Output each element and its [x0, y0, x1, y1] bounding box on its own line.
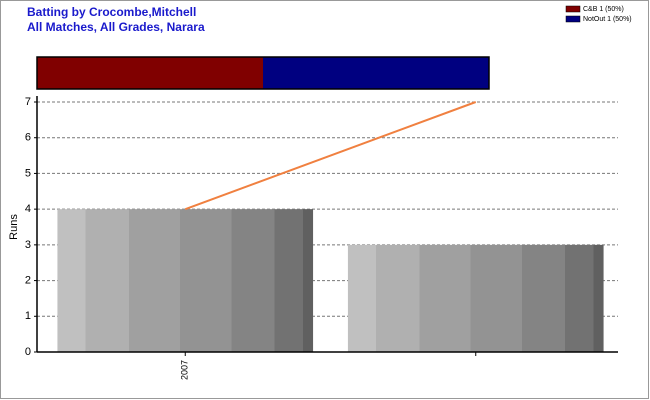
legend-swatch [565, 5, 581, 13]
dismissal-segment [37, 57, 263, 89]
line [184, 101, 477, 211]
y-tick-label: 0 [25, 346, 31, 358]
y-tick-label: 1 [25, 310, 31, 322]
bar [347, 244, 604, 352]
y-tick-label: 2 [25, 274, 31, 286]
y-tick-label: 3 [25, 239, 31, 251]
y-tick-label: 5 [25, 167, 31, 179]
y-tick-label: 4 [25, 203, 31, 215]
y-axis-label: Runs [8, 214, 20, 240]
chart-subtitle: All Matches, All Grades, Narara [27, 20, 205, 34]
legend-label: NotOut 1 (50%) [583, 16, 632, 23]
chart-title: Batting by Crocombe,Mitchell [27, 5, 196, 19]
y-tick-label: 7 [25, 96, 31, 108]
legend-swatch [565, 15, 581, 23]
legend-label: C&B 1 (50%) [583, 6, 624, 13]
bar [57, 209, 314, 352]
x-tick-label: 2007 [180, 360, 190, 380]
y-tick-label: 6 [25, 132, 31, 144]
dismissal-segment [263, 57, 489, 89]
dismissal-border [36, 56, 490, 90]
